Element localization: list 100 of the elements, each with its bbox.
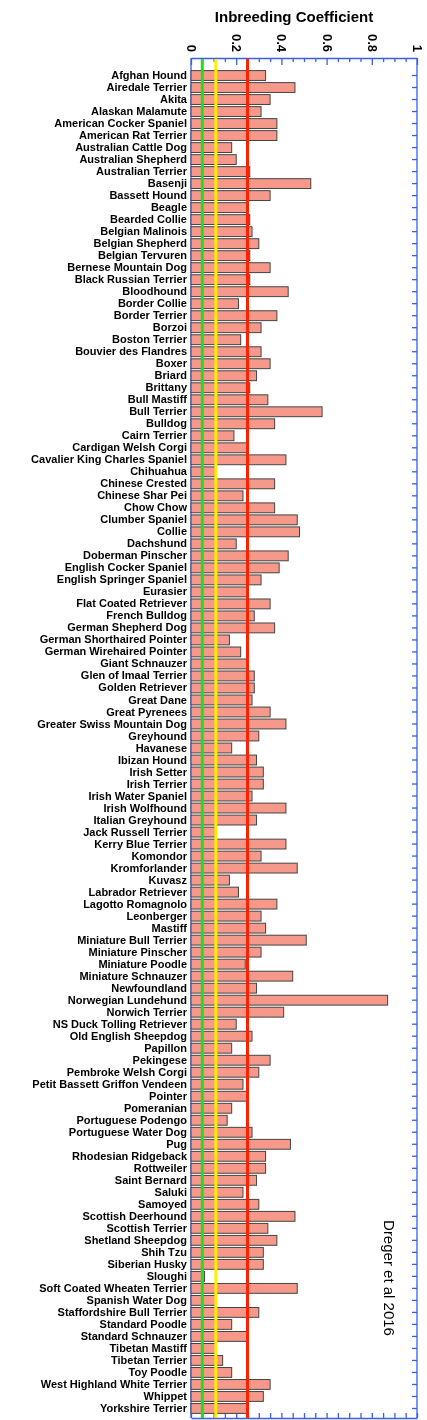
y-tick-label: Chow Chow (124, 501, 188, 514)
y-tick-label: Bouvier des Flandres (75, 345, 187, 358)
y-tick-label: NS Duck Tolling Retriever (52, 1017, 188, 1030)
y-tick-label: English Springer Spaniel (56, 573, 187, 586)
y-tick-label: Bassett Hound (109, 189, 187, 202)
y-tick-label: Briard (154, 369, 187, 382)
y-tick-label: Collie (157, 525, 187, 538)
y-tick-label: Boxer (155, 357, 188, 370)
y-tick-label: Flat Coated Retriever (76, 597, 188, 610)
y-tick-label: Eurasier (142, 585, 188, 598)
y-tick-label: Sloughi (146, 1269, 187, 1282)
y-tick-label: German Shepherd Dog (67, 621, 187, 634)
y-tick-label: Komondor (131, 849, 188, 862)
y-tick-label: Doberman Pinscher (83, 549, 188, 562)
y-tick-label: Pekingese (132, 1053, 187, 1066)
y-tick-label: Miniature Poodle (98, 957, 187, 970)
y-tick-label: Giant Schnauzer (100, 657, 188, 670)
y-tick-label: Bull Mastiff (127, 393, 188, 406)
y-tick-label: Chinese Crested (100, 477, 187, 490)
y-tick-label: Kromforlander (110, 861, 188, 874)
y-tick-label: Standard Poodle (99, 1317, 187, 1330)
x-tick-label: 1 (409, 44, 425, 52)
y-tick-label: Norwich Terrier (106, 1005, 188, 1018)
y-tick-label: Pointer (149, 1089, 188, 1102)
y-tick-label: Bearded Collie (109, 213, 187, 226)
y-tick-label: Petit Bassett Griffon Vendeen (32, 1077, 188, 1090)
y-tick-label: Afghan Hound (111, 69, 187, 82)
y-tick-label: Samoyed (138, 1197, 187, 1210)
y-tick-label: Boston Terrier (112, 333, 188, 346)
y-tick-label: Basenji (147, 177, 187, 190)
y-tick-label: Irish Terrier (126, 777, 188, 790)
y-tick-label: Miniature Bull Terrier (77, 933, 188, 946)
y-tick-label: Great Pyrenees (106, 705, 187, 718)
y-tick-label: Jack Russell Terrier (83, 825, 188, 838)
y-tick-label: Belgian Malinois (100, 225, 187, 238)
x-tick-label: 0.2 (229, 33, 245, 52)
y-tick-label: Old English Sheepdog (69, 1029, 187, 1042)
y-tick-label: Staffordshire Bull Terrier (57, 1305, 188, 1318)
y-tick-label: French Bulldog (106, 609, 187, 622)
y-tick-label: German Shorthaired Pointer (39, 633, 188, 646)
y-tick-label: Border Terrier (113, 309, 188, 322)
annotation: Dreger et al 2016 (380, 1220, 398, 1336)
y-tick-label: Havanese (135, 741, 187, 754)
y-tick-label: Scottish Terrier (106, 1221, 188, 1234)
y-tick-label: Portuguese Water Dog (68, 1125, 187, 1138)
y-tick-label: Whippet (143, 1389, 188, 1402)
y-tick-label: Akita (160, 93, 188, 106)
y-tick-label: Glen of Imaal Terrier (80, 669, 188, 682)
y-tick-label: Ibizan Hound (117, 753, 187, 766)
y-tick-label: Soft Coated Wheaten Terrier (39, 1281, 188, 1294)
y-tick-label: Rhodesian Ridgeback (72, 1149, 188, 1162)
y-tick-label: Black Russian Terrier (74, 273, 188, 286)
y-tick-label: Tibetan Mastiff (109, 1341, 188, 1354)
x-tick-label: 0.4 (274, 33, 290, 53)
y-tick-label: Rottweiler (133, 1161, 188, 1174)
y-tick-label: Miniature Pinscher (88, 945, 188, 958)
y-tick-label: Miniature Schnauzer (79, 969, 188, 982)
y-tick-label: English Cocker Spaniel (64, 561, 187, 574)
y-tick-label: Airedale Terrier (106, 81, 188, 94)
y-tick-label: Toy Poodle (128, 1365, 187, 1378)
y-tick-label: Australian Terrier (96, 165, 188, 178)
y-tick-label: Border Collie (117, 297, 187, 310)
y-tick-label: Pembroke Welsh Corgi (66, 1065, 187, 1078)
y-tick-label: Belgian Tervuren (97, 249, 188, 262)
y-tick-label: Irish Wolfhound (103, 801, 187, 814)
y-tick-label: Portuguese Podengo (76, 1113, 188, 1126)
y-tick-label: Borzoi (152, 321, 187, 334)
y-tick-label: Dachshund (127, 537, 187, 550)
y-tick-label: Australian Cattle Dog (75, 141, 187, 154)
y-tick-label: Shetland Sheepdog (84, 1233, 187, 1246)
y-tick-label: Kerry Blue Terrier (94, 837, 188, 850)
y-tick-label: Labrador Retriever (88, 885, 188, 898)
y-tick-label: Spanish Water Dog (86, 1293, 187, 1306)
y-tick-label: Saluki (154, 1185, 187, 1198)
y-tick-label: German Wirehaired Pointer (44, 645, 188, 658)
y-tick-label: Newfoundland (111, 981, 187, 994)
y-tick-label: Siberian Husky (107, 1257, 188, 1270)
y-tick-label: Pug (166, 1137, 187, 1150)
y-tick-label: Beagle (150, 201, 187, 214)
y-tick-label: Standard Schnauzer (80, 1329, 188, 1342)
y-tick-label: Australian Shepherd (79, 153, 187, 166)
x-axis-title: Inbreeding Coefficient (214, 8, 374, 25)
y-tick-label: Yorkshire Terrier (99, 1402, 188, 1414)
y-tick-label: Cavalier King Charles Spaniel (31, 453, 187, 466)
y-tick-label: Saint Bernard (114, 1173, 187, 1186)
y-tick-label: Scottish Deerhound (82, 1209, 187, 1222)
y-tick-label: Greater Swiss Mountain Dog (37, 717, 187, 730)
y-tick-label: Bloodhound (122, 285, 187, 298)
y-tick-label: Bulldog (146, 417, 187, 430)
y-tick-label: Cardigan Welsh Corgi (72, 441, 187, 454)
y-tick-label: Papillon (144, 1041, 188, 1054)
y-tick-label: Brittany (145, 381, 188, 394)
y-tick-label: Golden Retriever (98, 681, 188, 694)
y-tick-label: Greyhound (128, 729, 187, 742)
y-tick-label: Great Dane (128, 693, 187, 706)
y-tick-label: West Highland White Terrier (40, 1377, 188, 1390)
y-tick-label: Alaskan Malamute (91, 105, 187, 118)
y-tick-label: American Rat Terrier (78, 129, 188, 142)
y-tick-label: Norwegian Lundehund (67, 993, 187, 1006)
y-tick-label: Shih Tzu (141, 1245, 187, 1258)
